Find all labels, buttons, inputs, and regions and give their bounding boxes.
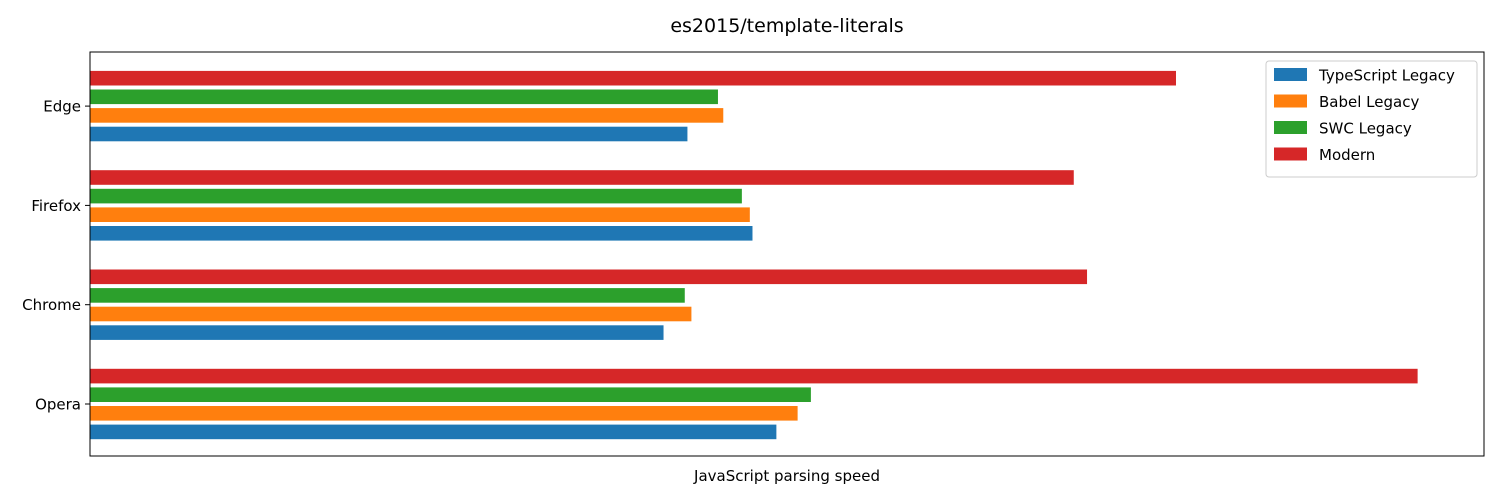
x-axis-label: JavaScript parsing speed (693, 467, 880, 485)
bar-firefox-swc-legacy (90, 188, 742, 204)
bar-edge-modern (90, 70, 1176, 86)
bars-layer (90, 70, 1418, 440)
legend-label: SWC Legacy (1319, 120, 1412, 138)
plot-frame (89, 51, 1485, 457)
bar-chrome-typescript-legacy (90, 325, 664, 340)
bar-opera-modern (90, 368, 1418, 384)
bar-opera-babel-legacy (90, 406, 798, 421)
legend-label: Modern (1319, 146, 1375, 164)
chart-title: es2015/template-literals (670, 15, 903, 37)
bar-opera-swc-legacy (90, 387, 811, 402)
bar-chrome-swc-legacy (90, 288, 685, 303)
bar-edge-swc-legacy (90, 89, 718, 105)
y-axis: Opera Chrome Firefox Edge (22, 98, 90, 414)
bar-firefox-babel-legacy (90, 207, 750, 222)
bar-firefox-typescript-legacy (90, 226, 753, 241)
y-tick-label: Edge (43, 98, 81, 116)
legend-swatch (1274, 94, 1307, 108)
legend-label: TypeScript Legacy (1318, 67, 1455, 85)
bar-opera-typescript-legacy (90, 424, 777, 440)
bar-chrome-modern (90, 269, 1088, 285)
bar-chrome-babel-legacy (90, 306, 692, 322)
legend-swatch (1274, 121, 1307, 134)
legend-label: Babel Legacy (1319, 93, 1419, 111)
bar-firefox-modern (90, 170, 1074, 185)
legend-swatch (1274, 68, 1307, 81)
y-tick-label: Opera (35, 396, 81, 414)
y-tick-label: Firefox (31, 197, 81, 215)
legend-frame (1265, 60, 1478, 178)
bar-edge-babel-legacy (90, 108, 724, 123)
bar-edge-typescript-legacy (90, 126, 688, 142)
y-tick-label: Chrome (22, 296, 81, 314)
legend: TypeScript Legacy Babel Legacy SWC Legacy M… (1265, 60, 1478, 178)
legend-swatch (1274, 147, 1307, 161)
